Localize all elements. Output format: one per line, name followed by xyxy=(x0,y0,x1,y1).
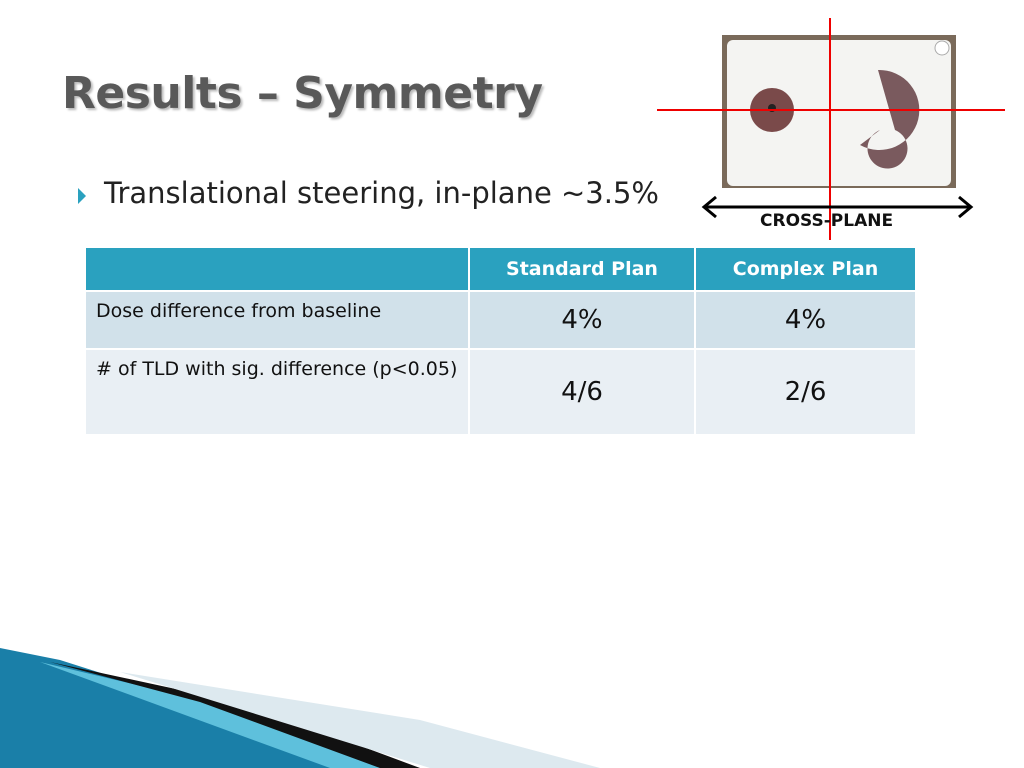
cell: 2/6 xyxy=(696,350,915,434)
table-row: Dose difference from baseline 4% 4% xyxy=(86,292,915,348)
cell: 4/6 xyxy=(470,350,694,434)
wave xyxy=(40,662,380,768)
results-table: Standard Plan Complex Plan Dose differen… xyxy=(84,246,917,436)
photo-shape xyxy=(860,69,920,169)
arrow-head xyxy=(701,195,717,219)
cell: 4% xyxy=(470,292,694,348)
slide-title: Results – Symmetry xyxy=(62,68,543,119)
wave xyxy=(120,672,600,768)
header-cell: Complex Plan xyxy=(696,248,915,290)
row-label: # of TLD with sig. difference (p<0.05) xyxy=(86,350,468,434)
photo-hole xyxy=(934,40,950,56)
bullet-icon xyxy=(78,188,86,204)
header-cell: Standard Plan xyxy=(470,248,694,290)
bullet-text: Translational steering, in-plane ~3.5% xyxy=(104,176,659,210)
cell: 4% xyxy=(696,292,915,348)
header-row: Standard Plan Complex Plan xyxy=(86,248,915,290)
header-cell xyxy=(86,248,468,290)
arrow-head xyxy=(958,195,974,219)
table-row: # of TLD with sig. difference (p<0.05) 4… xyxy=(86,350,915,434)
row-label: Dose difference from baseline xyxy=(86,292,468,348)
figure-caption: CROSS-PLANE xyxy=(760,211,894,231)
wave xyxy=(50,662,420,768)
